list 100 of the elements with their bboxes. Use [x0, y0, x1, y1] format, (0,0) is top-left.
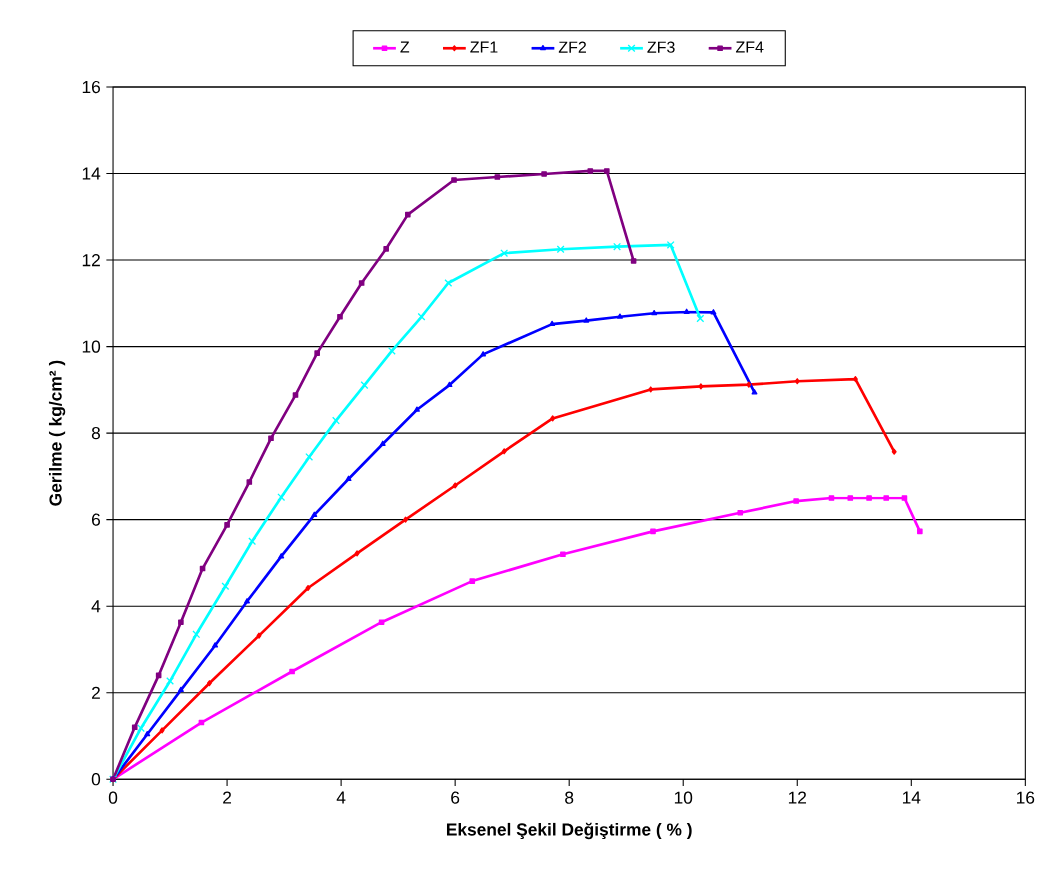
point — [178, 619, 184, 625]
point — [332, 416, 340, 425]
point — [345, 475, 352, 481]
point — [480, 350, 487, 357]
point — [541, 171, 547, 177]
x-tick-label: 12 — [788, 791, 807, 804]
point — [560, 551, 566, 557]
point — [387, 346, 396, 355]
x-tick-label: 8 — [565, 791, 574, 804]
point — [314, 350, 320, 356]
point — [751, 389, 758, 395]
point — [613, 242, 622, 251]
point — [413, 406, 420, 412]
legend-label: Z — [400, 41, 410, 53]
point — [847, 495, 854, 501]
point — [494, 174, 501, 180]
point — [550, 415, 556, 422]
y-tick-label: 0 — [91, 772, 101, 786]
point — [278, 552, 285, 559]
point — [144, 730, 151, 737]
point — [737, 509, 744, 516]
point — [224, 521, 230, 528]
point — [666, 240, 675, 249]
point — [698, 383, 704, 390]
point — [451, 177, 457, 183]
point — [277, 493, 286, 501]
point — [500, 249, 509, 257]
x-tick-label: 6 — [451, 791, 460, 804]
point — [206, 680, 212, 687]
point — [177, 686, 184, 692]
point — [405, 211, 411, 218]
point — [248, 537, 257, 546]
point — [268, 435, 274, 441]
x-tick-label: 2 — [223, 791, 232, 804]
point — [166, 676, 175, 685]
point — [452, 482, 458, 489]
point — [256, 632, 262, 639]
y-tick-label: 8 — [91, 426, 101, 440]
point — [587, 168, 594, 174]
point — [501, 448, 507, 455]
point — [696, 314, 705, 323]
point — [828, 495, 835, 501]
point — [221, 582, 230, 591]
point — [246, 479, 253, 485]
x-tick-label: 14 — [902, 791, 921, 804]
point — [354, 550, 360, 557]
y-tick-label: 6 — [92, 513, 101, 526]
point — [403, 516, 409, 523]
point — [446, 381, 453, 387]
point — [746, 381, 752, 388]
point — [710, 308, 717, 315]
legend-label: ZF2 — [558, 41, 586, 53]
point — [358, 280, 365, 286]
point — [378, 619, 385, 625]
point — [212, 642, 219, 648]
point — [549, 320, 556, 326]
point — [793, 498, 799, 504]
point — [337, 313, 343, 320]
point — [379, 440, 386, 446]
y-tick-label: 14 — [82, 167, 101, 180]
x-tick-label: 16 — [1017, 791, 1035, 804]
point — [866, 495, 872, 501]
legend-label: ZF4 — [735, 41, 764, 53]
point — [616, 313, 623, 319]
point — [292, 392, 299, 398]
point — [604, 168, 610, 174]
point — [891, 448, 897, 455]
legend-label: ZF1 — [470, 41, 498, 53]
point — [917, 528, 923, 535]
point — [383, 245, 389, 252]
point — [192, 630, 201, 639]
point — [417, 312, 426, 321]
point — [289, 668, 295, 675]
point — [137, 724, 145, 733]
y-tick-label: 2 — [92, 686, 100, 699]
point — [469, 578, 476, 584]
y-axis-title: Gerilme ( kg/cm² ) — [48, 360, 66, 506]
point — [630, 258, 637, 264]
point — [244, 597, 251, 604]
point — [901, 495, 908, 501]
y-tick-label: 4 — [91, 600, 101, 613]
point — [683, 308, 690, 314]
point — [651, 309, 658, 316]
legend-label: ZF3 — [647, 41, 675, 53]
point — [556, 245, 565, 254]
x-tick-label: 4 — [336, 791, 346, 804]
y-tick-label: 16 — [82, 80, 101, 94]
y-tick-label: 10 — [82, 340, 101, 353]
point — [794, 378, 800, 385]
x-axis-title: Eksenel Şekil Değiştirme ( % ) — [446, 822, 692, 840]
y-tick-label: 12 — [82, 253, 100, 266]
point — [159, 727, 165, 734]
point — [305, 452, 314, 461]
point — [883, 495, 890, 501]
point — [131, 724, 138, 730]
point — [648, 386, 654, 393]
point — [583, 317, 590, 323]
x-tick-label: 0 — [108, 791, 118, 804]
point — [444, 278, 453, 287]
point — [305, 584, 311, 591]
